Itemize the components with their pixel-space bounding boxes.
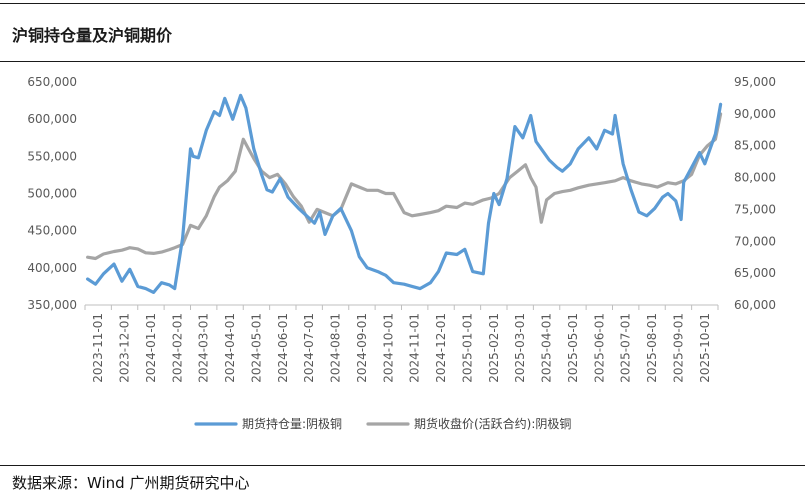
x-tick-label: 2024-09-01 (355, 313, 369, 383)
x-tick-label: 2024-02-01 (170, 313, 184, 383)
series-line-open-interest (85, 93, 723, 294)
x-tick-label: 2024-05-01 (249, 313, 263, 383)
x-tick-label: 2025-03-01 (513, 313, 527, 383)
x-tick-label: 2024-07-01 (302, 313, 316, 383)
x-tick-label: 2025-04-01 (540, 313, 554, 383)
x-tick-label: 2023-12-01 (118, 313, 132, 383)
left-y-tick-label: 350,000 (27, 298, 77, 312)
right-y-tick-label: 90,000 (734, 107, 776, 121)
chart-title: 沪铜持仓量及沪铜期价 (12, 26, 173, 45)
x-tick-label: 2024-04-01 (223, 313, 237, 383)
title-rule (0, 61, 805, 62)
x-tick-label: 2024-03-01 (197, 313, 211, 383)
top-rule (0, 3, 805, 4)
left-y-axis: 350,000 400,000 450,000 500,000 550,000 600,0… (27, 75, 77, 312)
series-layer (85, 93, 723, 294)
right-y-tick-label: 85,000 (734, 139, 776, 153)
right-y-tick-label: 80,000 (734, 171, 776, 185)
left-y-tick-label: 450,000 (27, 224, 77, 238)
left-y-tick-label: 600,000 (27, 112, 77, 126)
bottom-rule (0, 465, 805, 466)
x-tick-label: 2025-01-01 (460, 313, 474, 383)
legend-label: 期货持仓量:阴极铜 (242, 416, 342, 431)
series-line-close-price (85, 112, 723, 261)
right-y-tick-label: 60,000 (734, 298, 776, 312)
left-y-tick-label: 400,000 (27, 261, 77, 275)
x-tick-label: 2023-11-01 (91, 313, 105, 383)
legend: 期货持仓量:阴极铜 期货收盘价(活跃合约):阴极铜 (194, 416, 571, 431)
x-tick-label: 2025-05-01 (566, 313, 580, 383)
right-y-tick-label: 65,000 (734, 266, 776, 280)
x-axis: 2023-11-01 2023-12-01 2024-01-01 2024-02-01… (84, 304, 719, 383)
left-y-tick-label: 500,000 (27, 187, 77, 201)
chart: 350,000 400,000 450,000 500,000 550,000 600,0… (27, 75, 776, 431)
x-tick-label: 2024-08-01 (329, 313, 343, 383)
x-tick-label: 2025-02-01 (487, 313, 501, 383)
right-y-tick-label: 70,000 (734, 234, 776, 248)
x-tick-label: 2025-06-01 (592, 313, 606, 383)
data-source: 数据来源：Wind 广州期货研究中心 (12, 474, 250, 492)
right-y-tick-label: 95,000 (734, 75, 776, 89)
x-tick-label: 2025-08-01 (645, 313, 659, 383)
x-tick-label: 2024-10-01 (381, 313, 395, 383)
right-y-axis: 60,000 65,000 70,000 75,000 80,000 85,000 90,0… (734, 75, 776, 312)
x-tick-label: 2024-11-01 (408, 313, 422, 383)
right-y-tick-label: 75,000 (734, 202, 776, 216)
left-y-tick-label: 650,000 (27, 75, 77, 89)
x-tick-label: 2024-06-01 (276, 313, 290, 383)
x-tick-label: 2025-09-01 (671, 313, 685, 383)
left-y-tick-label: 550,000 (27, 149, 77, 163)
x-tick-label: 2024-01-01 (144, 313, 158, 383)
x-tick-label: 2025-10-01 (698, 313, 712, 383)
x-tick-label: 2024-12-01 (434, 313, 448, 383)
legend-label: 期货收盘价(活跃合约):阴极铜 (414, 416, 571, 431)
x-tick-label: 2025-07-01 (619, 313, 633, 383)
